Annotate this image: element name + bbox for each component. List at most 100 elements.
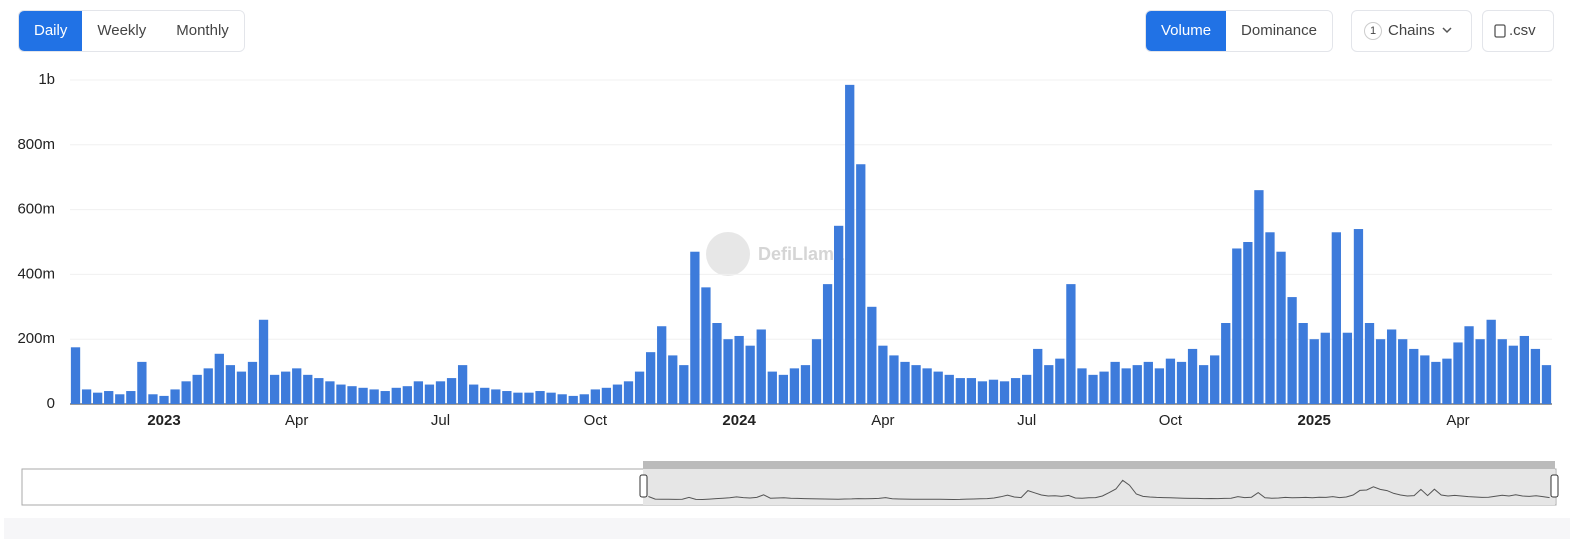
bar <box>1276 251 1286 404</box>
bar <box>81 389 92 404</box>
bar <box>480 387 490 404</box>
bar <box>247 361 258 404</box>
bar <box>1210 355 1220 404</box>
bar <box>1331 232 1341 404</box>
bar <box>690 251 700 404</box>
bar <box>1364 323 1375 404</box>
bar <box>469 384 479 404</box>
bar <box>1154 368 1165 404</box>
dominance-button[interactable]: Dominance <box>1226 11 1332 51</box>
bar <box>391 387 401 404</box>
chains-dropdown[interactable]: 1 Chains <box>1351 10 1472 52</box>
bar <box>1077 368 1087 404</box>
x-tick-label: Jul <box>1017 412 1036 429</box>
bar <box>1386 329 1397 404</box>
bar <box>1176 361 1187 404</box>
bar <box>789 368 800 404</box>
y-tick-label: 800m <box>17 136 55 153</box>
bar <box>524 392 534 404</box>
bar <box>612 384 623 404</box>
bar <box>214 353 224 404</box>
bar <box>93 392 103 404</box>
bar <box>192 374 202 404</box>
bar <box>491 389 501 404</box>
bar <box>1033 348 1043 404</box>
chains-count: 1 <box>1364 22 1382 40</box>
chevron-icon <box>1442 27 1452 34</box>
y-tick-label: 600m <box>17 201 55 218</box>
bar <box>557 394 567 404</box>
bar <box>657 326 667 404</box>
bar <box>1475 339 1485 404</box>
navigator-selection[interactable] <box>643 469 1555 505</box>
bar <box>911 365 921 404</box>
bar <box>745 345 755 404</box>
bar <box>1022 374 1032 404</box>
bar <box>1221 323 1231 404</box>
bar <box>955 378 965 404</box>
bar <box>292 368 302 404</box>
bar <box>623 381 634 404</box>
navigator-handle[interactable] <box>1550 474 1559 498</box>
bar <box>413 381 424 404</box>
bar <box>358 387 368 404</box>
bar <box>181 381 191 404</box>
bar <box>104 391 114 404</box>
bar <box>1187 348 1198 404</box>
y-tick-label: 0 <box>47 395 55 412</box>
file-icon <box>1494 24 1506 38</box>
bar <box>1066 284 1076 404</box>
bar <box>1143 361 1153 404</box>
bar <box>402 386 412 404</box>
bar <box>723 339 733 404</box>
chart: DefiLlama 0 200m 400m 600m 800m 1b 2023 Apr Jul O… <box>17 71 1559 506</box>
bar <box>1165 358 1176 404</box>
bar <box>1486 319 1496 404</box>
bar <box>1375 339 1386 404</box>
bar <box>568 395 578 404</box>
bar <box>70 347 81 404</box>
bar <box>1287 297 1297 404</box>
navigator-line <box>648 479 1550 501</box>
bar <box>845 84 855 405</box>
daily-button[interactable]: Daily <box>19 11 83 51</box>
bar <box>446 378 457 404</box>
bar <box>701 287 711 404</box>
bar <box>1198 365 1209 404</box>
bar <box>900 361 910 404</box>
volume-button[interactable]: Volume <box>1146 11 1227 51</box>
bar <box>1431 361 1441 404</box>
bar <box>1010 378 1021 404</box>
bar <box>1541 365 1552 404</box>
bar <box>535 391 545 404</box>
metric-toggle: Volume Dominance <box>1145 10 1333 52</box>
bar <box>712 323 722 404</box>
bar <box>977 381 988 404</box>
bar <box>800 365 811 404</box>
navigator-bar[interactable] <box>643 461 1555 469</box>
bar <box>634 371 645 404</box>
bar <box>1353 229 1364 404</box>
csv-button[interactable]: .csv <box>1482 10 1554 52</box>
navigator-handle[interactable] <box>639 474 648 498</box>
bar <box>1309 339 1319 404</box>
bar <box>1398 339 1408 404</box>
y-tick-label: 400m <box>17 265 55 282</box>
weekly-button[interactable]: Weekly <box>82 11 162 51</box>
bar <box>856 164 866 404</box>
bar <box>811 339 822 404</box>
bar <box>281 371 291 404</box>
bar <box>225 365 236 404</box>
watermark-text: DefiLlama <box>758 244 845 264</box>
chains-label: Chains <box>1388 22 1435 39</box>
granularity-toggle: Daily Weekly Monthly <box>18 10 245 52</box>
bar <box>999 381 1010 404</box>
bar <box>159 395 169 404</box>
bar <box>1121 368 1131 404</box>
monthly-button[interactable]: Monthly <box>161 11 244 51</box>
bar <box>1453 342 1463 404</box>
bar <box>734 335 744 404</box>
x-tick-label: 2024 <box>722 412 756 429</box>
bar <box>325 381 335 404</box>
